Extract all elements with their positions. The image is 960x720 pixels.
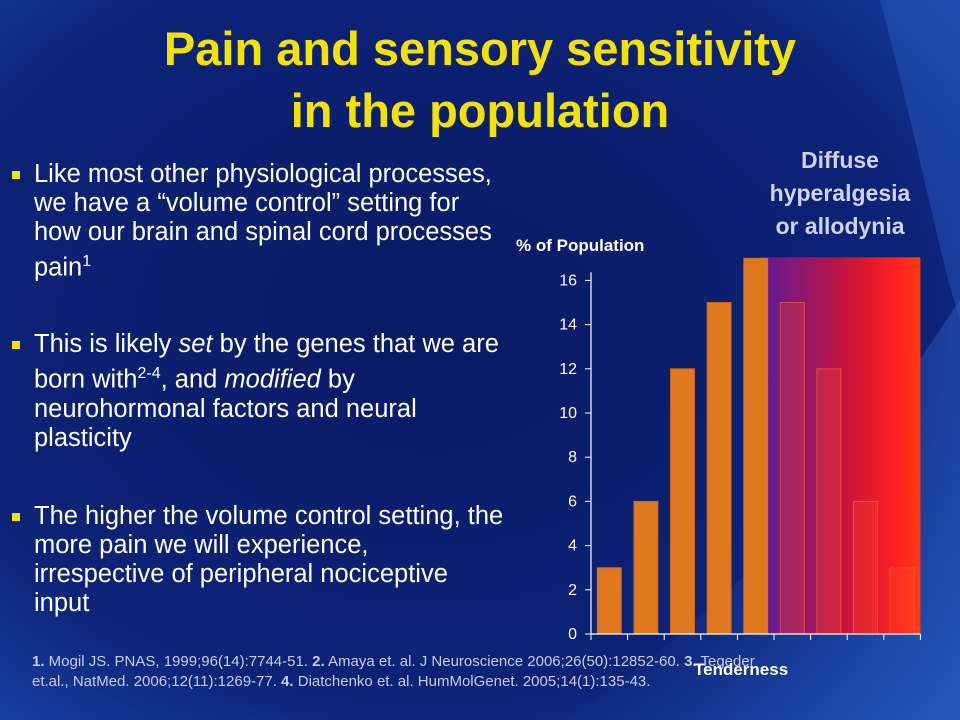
bullet-2-part-c: , and	[160, 365, 225, 394]
y-tick-label: 12	[559, 361, 577, 378]
hyperalgesia-region	[759, 257, 921, 634]
bar	[706, 302, 732, 635]
bar	[816, 368, 842, 635]
bar	[779, 302, 805, 635]
references: 1. Mogil JS. PNAS, 1999;96(14):7744-51. …	[32, 652, 762, 691]
y-tick-label: 14	[559, 317, 577, 334]
y-axis-label: % of Population	[516, 236, 645, 255]
bullet-2-em-set: set	[178, 330, 213, 358]
y-tick-label: 0	[568, 626, 577, 643]
ref-1-text: Mogil JS. PNAS, 1999;96(14):7744-51.	[44, 653, 313, 670]
bar	[670, 368, 695, 635]
y-tick-label: 16	[559, 272, 577, 289]
ref-2-text: Amaya et. al. J Neuroscience 2006;26(50)…	[324, 653, 685, 670]
ref-4-number: 4.	[281, 672, 294, 690]
bullet-1-text: Like most other physiological processes,…	[34, 160, 504, 283]
diffuse-line-2: hyperalgesia	[769, 180, 911, 206]
ref-3-number: 3.	[684, 653, 697, 670]
ref-3-text: Tegeder et.al., NatMed. 2006;12(11):1269…	[32, 653, 755, 690]
bar	[889, 567, 915, 635]
bar	[743, 257, 769, 635]
ref-4-text: Diatchenko et. al. HumMolGenet. 2005;14(…	[293, 672, 651, 690]
bar	[853, 500, 878, 635]
y-tick-label: 4	[568, 538, 577, 555]
diffuse-line-3: or allodynia	[775, 213, 905, 239]
y-tick-label: 6	[568, 493, 577, 510]
bullet-1-body: Like most other physiological processes,…	[34, 160, 492, 282]
bullet-2-part-b: by the genes that we are born with	[34, 330, 499, 394]
bullet-2-text: This is likely set by the genes that we …	[34, 330, 504, 453]
ref-1-number: 1.	[32, 653, 45, 670]
bullet-2-part-d: by neurohormonal factors and neural plas…	[34, 365, 417, 452]
y-tick-label: 10	[559, 405, 577, 422]
slide-title-line1: Pain and sensory sensitivity	[163, 22, 797, 75]
bullet-square-icon	[12, 341, 20, 349]
bar	[596, 567, 622, 635]
x-axis-label: Tenderness	[694, 660, 789, 679]
diffuse-line-1: Diffuse	[801, 147, 879, 173]
bar	[633, 500, 659, 635]
ref-2-number: 2.	[312, 653, 325, 670]
bullet-square-icon	[12, 513, 20, 521]
bullet-2-citation: 2-4	[137, 365, 161, 382]
bullet-1-citation: 1	[82, 253, 92, 270]
y-tick-label: 2	[568, 582, 577, 599]
bullet-3-text: The higher the volume control setting, t…	[34, 502, 504, 617]
bullet-2-part-a: This is likely	[34, 330, 179, 358]
bullet-2-em-modified: modified	[224, 365, 321, 394]
slide-title-line2: in the population	[290, 84, 670, 137]
bullet-square-icon	[12, 171, 20, 179]
diffuse-hyperalgesia-label: Diffuse hyperalgesia or allodynia	[730, 144, 950, 243]
y-tick-label: 8	[568, 449, 577, 466]
